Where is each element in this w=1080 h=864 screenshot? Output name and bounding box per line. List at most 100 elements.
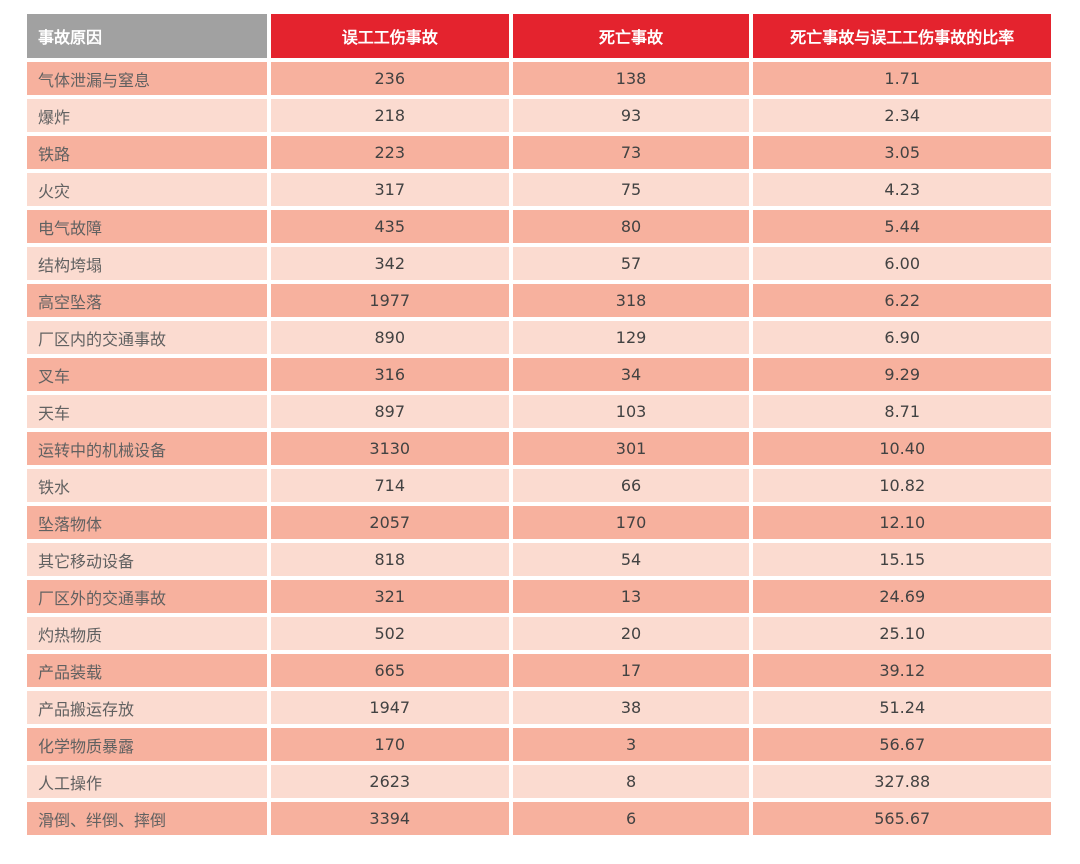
table-header: 事故原因 误工工伤事故 死亡事故 死亡事故与误工工伤事故的比率 [27,14,1051,58]
table-row: 化学物质暴露 170 3 56.67 [27,728,1051,761]
cause-cell: 其它移动设备 [27,543,267,576]
fatal-accidents-cell: 17 [512,654,750,687]
table-row: 电气故障 435 80 5.44 [27,210,1051,243]
fatal-accidents-cell: 57 [512,247,750,280]
lost-time-injuries-cell: 502 [270,617,509,650]
fatal-accidents-cell: 3 [512,728,750,761]
cause-cell: 产品搬运存放 [27,691,267,724]
cause-cell: 滑倒、绊倒、摔倒 [27,802,267,835]
ratio-cell: 25.10 [753,617,1051,650]
table-row: 天车 897 103 8.71 [27,395,1051,428]
ratio-cell: 327.88 [753,765,1051,798]
fatal-accidents-cell: 138 [512,62,750,95]
cause-cell: 叉车 [27,358,267,391]
cause-cell: 高空坠落 [27,284,267,317]
ratio-cell: 51.24 [753,691,1051,724]
fatal-accidents-cell: 93 [512,99,750,132]
lost-time-injuries-cell: 170 [270,728,509,761]
ratio-cell: 15.15 [753,543,1051,576]
lost-time-injuries-cell: 218 [270,99,509,132]
table-row: 火灾 317 75 4.23 [27,173,1051,206]
fatal-accidents-cell: 75 [512,173,750,206]
fatal-accidents-cell: 170 [512,506,750,539]
lost-time-injuries-cell: 2623 [270,765,509,798]
cause-cell: 铁路 [27,136,267,169]
header-cell-lost-time-injuries: 误工工伤事故 [270,14,509,58]
ratio-cell: 24.69 [753,580,1051,613]
ratio-cell: 6.22 [753,284,1051,317]
lost-time-injuries-cell: 818 [270,543,509,576]
lost-time-injuries-cell: 223 [270,136,509,169]
header-cell-fatal-accidents: 死亡事故 [512,14,750,58]
fatal-accidents-cell: 54 [512,543,750,576]
table-row: 铁路 223 73 3.05 [27,136,1051,169]
ratio-cell: 1.71 [753,62,1051,95]
header-cell-fatal-to-injury-ratio: 死亡事故与误工工伤事故的比率 [753,14,1051,58]
cause-cell: 化学物质暴露 [27,728,267,761]
lost-time-injuries-cell: 316 [270,358,509,391]
lost-time-injuries-cell: 1947 [270,691,509,724]
ratio-cell: 9.29 [753,358,1051,391]
lost-time-injuries-cell: 321 [270,580,509,613]
ratio-cell: 4.23 [753,173,1051,206]
cause-cell: 火灾 [27,173,267,206]
ratio-cell: 5.44 [753,210,1051,243]
fatal-accidents-cell: 38 [512,691,750,724]
lost-time-injuries-cell: 3394 [270,802,509,835]
table-row: 厂区内的交通事故 890 129 6.90 [27,321,1051,354]
table-row: 灼热物质 502 20 25.10 [27,617,1051,650]
cause-cell: 气体泄漏与窒息 [27,62,267,95]
table-body: 气体泄漏与窒息 236 138 1.71 爆炸 218 93 2.34 铁路 223 73 3.05 火… [27,62,1051,835]
table-row: 其它移动设备 818 54 15.15 [27,543,1051,576]
table-row: 人工操作 2623 8 327.88 [27,765,1051,798]
cause-cell: 电气故障 [27,210,267,243]
lost-time-injuries-cell: 3130 [270,432,509,465]
fatal-accidents-cell: 80 [512,210,750,243]
table-row: 坠落物体 2057 170 12.10 [27,506,1051,539]
ratio-cell: 6.90 [753,321,1051,354]
accident-statistics-table: 事故原因 误工工伤事故 死亡事故 死亡事故与误工工伤事故的比率 气体泄漏与窒息 2… [23,10,1055,839]
cause-cell: 厂区内的交通事故 [27,321,267,354]
ratio-cell: 56.67 [753,728,1051,761]
fatal-accidents-cell: 129 [512,321,750,354]
fatal-accidents-cell: 103 [512,395,750,428]
lost-time-injuries-cell: 236 [270,62,509,95]
ratio-cell: 10.82 [753,469,1051,502]
table-row: 厂区外的交通事故 321 13 24.69 [27,580,1051,613]
table-row: 爆炸 218 93 2.34 [27,99,1051,132]
ratio-cell: 2.34 [753,99,1051,132]
fatal-accidents-cell: 318 [512,284,750,317]
cause-cell: 坠落物体 [27,506,267,539]
cause-cell: 铁水 [27,469,267,502]
lost-time-injuries-cell: 317 [270,173,509,206]
lost-time-injuries-cell: 897 [270,395,509,428]
cause-cell: 运转中的机械设备 [27,432,267,465]
cause-cell: 灼热物质 [27,617,267,650]
fatal-accidents-cell: 301 [512,432,750,465]
table-row: 运转中的机械设备 3130 301 10.40 [27,432,1051,465]
ratio-cell: 10.40 [753,432,1051,465]
table-row: 气体泄漏与窒息 236 138 1.71 [27,62,1051,95]
table-row: 滑倒、绊倒、摔倒 3394 6 565.67 [27,802,1051,835]
header-cell-accident-cause: 事故原因 [27,14,267,58]
cause-cell: 人工操作 [27,765,267,798]
cause-cell: 厂区外的交通事故 [27,580,267,613]
lost-time-injuries-cell: 665 [270,654,509,687]
ratio-cell: 3.05 [753,136,1051,169]
fatal-accidents-cell: 20 [512,617,750,650]
lost-time-injuries-cell: 342 [270,247,509,280]
header-row: 事故原因 误工工伤事故 死亡事故 死亡事故与误工工伤事故的比率 [27,14,1051,58]
lost-time-injuries-cell: 890 [270,321,509,354]
ratio-cell: 8.71 [753,395,1051,428]
ratio-cell: 39.12 [753,654,1051,687]
fatal-accidents-cell: 66 [512,469,750,502]
ratio-cell: 6.00 [753,247,1051,280]
table-row: 产品搬运存放 1947 38 51.24 [27,691,1051,724]
table-row: 结构垮塌 342 57 6.00 [27,247,1051,280]
table-row: 高空坠落 1977 318 6.22 [27,284,1051,317]
table-row: 产品装载 665 17 39.12 [27,654,1051,687]
ratio-cell: 12.10 [753,506,1051,539]
table-row: 叉车 316 34 9.29 [27,358,1051,391]
fatal-accidents-cell: 73 [512,136,750,169]
